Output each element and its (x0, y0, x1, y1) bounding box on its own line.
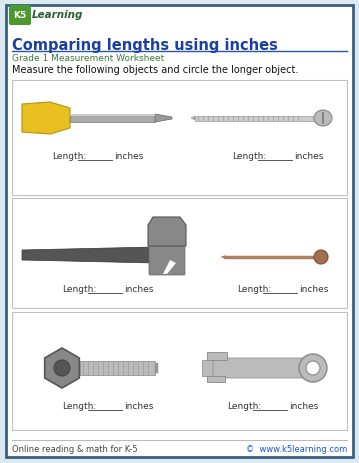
Text: Length:: Length: (52, 152, 86, 161)
Text: inches: inches (124, 402, 153, 411)
Text: inches: inches (124, 285, 153, 294)
Text: Length:: Length: (227, 402, 261, 411)
Polygon shape (207, 352, 227, 360)
Polygon shape (191, 116, 195, 120)
Bar (12, 198, 347, 308)
Circle shape (299, 354, 327, 382)
Text: Measure the following objects and circle the longer object.: Measure the following objects and circle… (12, 65, 298, 75)
Text: ©  www.k5learning.com: © www.k5learning.com (246, 445, 347, 454)
Polygon shape (155, 114, 172, 122)
Text: Length:: Length: (62, 402, 96, 411)
Text: Learning: Learning (32, 10, 83, 20)
Text: Length:: Length: (237, 285, 271, 294)
Bar (70, 114, 155, 122)
Circle shape (306, 361, 320, 375)
Bar (80, 361, 155, 375)
Bar (202, 360, 230, 376)
Text: Length:: Length: (62, 285, 96, 294)
Polygon shape (45, 348, 79, 388)
Bar (70, 114, 155, 116)
Text: Online reading & math for K-5: Online reading & math for K-5 (12, 445, 137, 454)
Ellipse shape (314, 110, 332, 126)
Text: inches: inches (294, 152, 323, 161)
Polygon shape (22, 246, 165, 264)
Bar (12, 312, 347, 430)
Polygon shape (22, 102, 70, 134)
FancyBboxPatch shape (213, 358, 305, 378)
Text: inches: inches (114, 152, 143, 161)
Text: K5: K5 (13, 11, 27, 19)
Polygon shape (207, 376, 225, 382)
Text: inches: inches (289, 402, 318, 411)
Text: inches: inches (299, 285, 328, 294)
Text: Comparing lengths using inches: Comparing lengths using inches (12, 38, 278, 53)
Text: Grade 1 Measurement Worksheet: Grade 1 Measurement Worksheet (12, 54, 164, 63)
Circle shape (54, 360, 70, 376)
FancyBboxPatch shape (9, 5, 31, 25)
Circle shape (314, 250, 328, 264)
Polygon shape (163, 260, 176, 274)
Polygon shape (148, 217, 186, 246)
Text: Length:: Length: (232, 152, 266, 161)
Polygon shape (221, 256, 225, 258)
Bar (195, 116, 315, 121)
FancyBboxPatch shape (6, 5, 353, 457)
Bar (12, 80, 347, 195)
Bar (155, 363, 158, 373)
FancyBboxPatch shape (149, 245, 185, 275)
